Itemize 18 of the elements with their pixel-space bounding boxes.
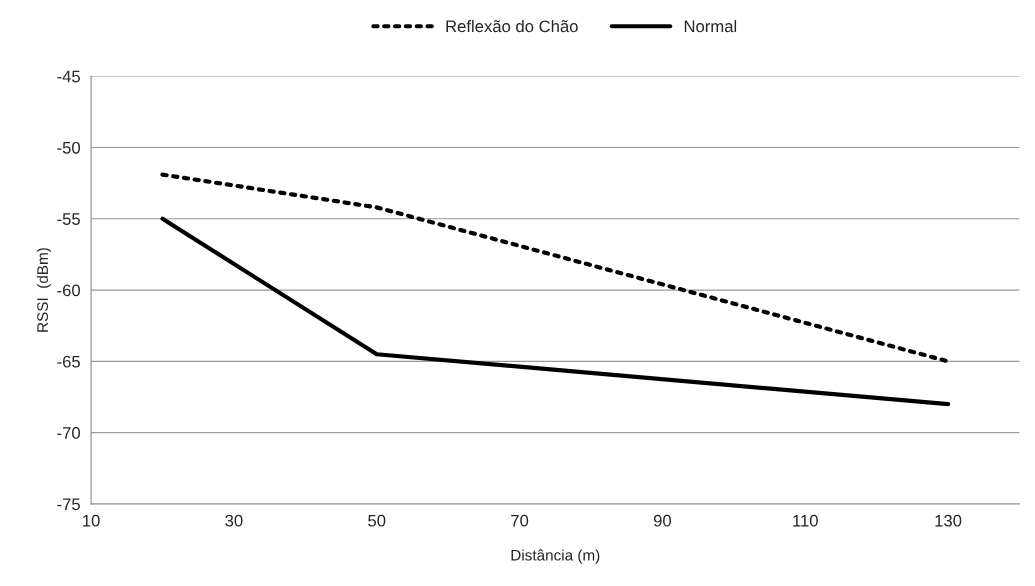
x-tick-label: 30 — [225, 514, 243, 527]
y-tick-label: -75 — [57, 498, 80, 511]
y-tick-label: -50 — [57, 141, 81, 154]
y-tick-label: -45 — [57, 70, 80, 83]
x-axis-title: Distância (m) — [511, 549, 600, 564]
y-axis-title: RSSI (dBm) — [36, 248, 52, 332]
x-tick-label: 70 — [511, 514, 529, 527]
x-tick-label: 130 — [935, 514, 962, 527]
legend-label: Normal — [684, 19, 737, 33]
y-tick-label: -55 — [57, 213, 80, 225]
y-tick-label: -65 — [57, 355, 80, 368]
y-tick-label: -60 — [57, 284, 81, 297]
x-tick-label: 110 — [793, 514, 818, 527]
x-tick-label: 50 — [368, 514, 386, 527]
x-tick-label: 10 — [83, 514, 100, 527]
x-tick-label: 90 — [653, 514, 672, 527]
legend-label: Reflexão do Chão — [446, 19, 578, 33]
y-tick-label: -70 — [57, 427, 81, 439]
